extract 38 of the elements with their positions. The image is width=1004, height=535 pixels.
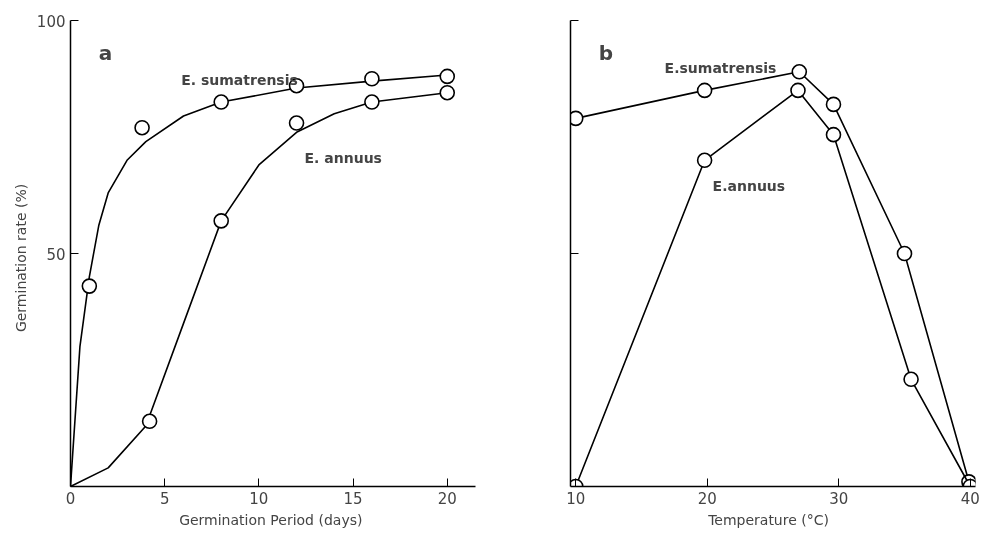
point <box>790 82 806 99</box>
x-tick-label: 20 <box>697 489 717 508</box>
point <box>791 63 808 80</box>
point <box>81 278 98 294</box>
annotation: E. annuus <box>304 150 382 167</box>
text: b <box>598 41 614 66</box>
point <box>364 94 380 110</box>
y-tick-label: 50 <box>46 245 66 264</box>
text: a <box>98 41 113 66</box>
point <box>825 126 842 143</box>
y-tick-label: 100 <box>36 12 66 31</box>
point <box>141 413 158 430</box>
point <box>825 96 842 113</box>
x-tick-label: 10 <box>249 489 269 508</box>
x-tick-label: 10 <box>566 489 586 508</box>
annotation: E.sumatrensis <box>664 60 777 77</box>
point <box>134 119 150 136</box>
annotation: E.annuus <box>712 178 786 195</box>
point <box>696 152 713 169</box>
x-tick-label: 15 <box>343 489 363 508</box>
x-tick-label: 30 <box>829 489 849 508</box>
point <box>213 213 229 229</box>
y-axis-title: Germination rate (%) <box>12 183 29 333</box>
annotation: E. sumatrensis <box>181 72 298 89</box>
point <box>213 94 229 110</box>
point <box>903 371 919 388</box>
x-tick-label: 20 <box>437 489 457 508</box>
point <box>439 68 456 85</box>
point <box>364 70 380 87</box>
point <box>896 245 913 262</box>
x-tick-label: 40 <box>960 489 980 508</box>
x-tick-label: 5 <box>159 489 170 508</box>
point <box>288 115 305 131</box>
point <box>439 84 456 101</box>
x-axis-title: Temperature (°C) <box>707 511 829 528</box>
x-tick-label: 0 <box>65 489 76 508</box>
x-axis-title: Germination Period (days) <box>179 511 363 528</box>
point <box>696 82 713 99</box>
